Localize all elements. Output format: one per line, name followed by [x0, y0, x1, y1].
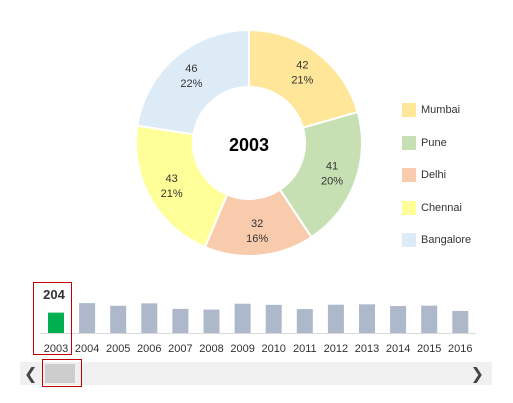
- slice-value-label: 41: [326, 161, 338, 173]
- year-tick-label: 2006: [137, 343, 161, 355]
- year-tick-label: 2004: [75, 343, 99, 355]
- legend-label: Mumbai: [421, 104, 461, 116]
- chevron-left-icon[interactable]: ❮: [24, 366, 38, 383]
- legend-item-bangalore: Bangalore: [402, 231, 471, 249]
- donut-chart: 42 21% 41 20% 32 16% 43 21% 46 22% 2003: [135, 28, 363, 257]
- bar-2015[interactable]: [421, 305, 438, 333]
- legend-item-pune: Pune: [402, 134, 447, 152]
- legend-swatch: [402, 135, 416, 150]
- year-tick-label: 2011: [293, 343, 317, 355]
- bar-2009[interactable]: [234, 303, 251, 333]
- scroll-thumb-frame: [42, 359, 82, 387]
- bar-2008[interactable]: [203, 309, 220, 333]
- legend-swatch: [402, 168, 416, 182]
- year-tick-label: 2007: [168, 343, 192, 355]
- selected-year-frame: [33, 282, 72, 355]
- pie-slice-bangalore: [136, 28, 250, 136]
- legend-label: Chennai: [421, 201, 462, 214]
- legend-swatch: [402, 103, 416, 117]
- bar-2007[interactable]: [172, 308, 189, 333]
- legend-label: Delhi: [421, 169, 447, 181]
- bar-2006[interactable]: [141, 303, 158, 333]
- slice-percent-label: 22%: [180, 78, 202, 90]
- legend-label: Bangalore: [421, 234, 472, 246]
- slice-percent-label: 20%: [321, 176, 343, 188]
- bar-2010[interactable]: [265, 304, 282, 333]
- year-tick-label: 2014: [386, 343, 410, 355]
- bar-2005[interactable]: [110, 305, 127, 333]
- bar-2011[interactable]: [296, 309, 313, 333]
- slice-percent-label: 21%: [161, 188, 183, 200]
- year-tick-label: 2010: [261, 343, 285, 355]
- bar-2012[interactable]: [327, 304, 344, 333]
- bar-2004[interactable]: [79, 303, 96, 333]
- legend-item-delhi: Delhi: [402, 166, 446, 184]
- bar-2003[interactable]: [48, 312, 64, 333]
- slice-value-label: 43: [166, 173, 178, 185]
- year-bar-chart: 2003 2004 2005 2006 2007 2008 2009 2010 2011 2012…: [33, 282, 476, 355]
- pie-slice-chennai: [135, 124, 229, 249]
- year-tick-label: 2005: [106, 343, 130, 355]
- year-tick-label: 2003: [44, 343, 68, 355]
- year-scrollbar[interactable]: ❮ ❯: [20, 362, 492, 385]
- legend-swatch: [402, 200, 416, 215]
- bar-2016[interactable]: [452, 310, 469, 333]
- slice-value-label: 32: [251, 218, 263, 230]
- pie-slice-pune: [278, 110, 363, 239]
- slice-value-label: 42: [296, 59, 308, 71]
- legend-label: Pune: [421, 136, 447, 149]
- year-tick-label: 2012: [324, 343, 348, 355]
- year-tick-label: 2009: [230, 343, 254, 355]
- legend-item-mumbai: Mumbai: [402, 101, 460, 119]
- chart-center-title: 2003: [229, 135, 269, 155]
- bar-2014[interactable]: [390, 306, 407, 333]
- slice-percent-label: 16%: [246, 233, 268, 245]
- year-tick-label: 2008: [199, 343, 223, 355]
- bar-2013[interactable]: [359, 304, 375, 333]
- legend-swatch: [402, 233, 416, 247]
- selected-year-value: 204: [43, 287, 65, 302]
- legend-item-chennai: Chennai: [402, 199, 462, 217]
- slice-percent-label: 21%: [291, 74, 313, 86]
- year-tick-label: 2013: [355, 343, 379, 355]
- slice-value-label: 46: [185, 63, 197, 75]
- scroll-thumb[interactable]: [45, 364, 75, 383]
- chevron-right-icon[interactable]: ❯: [470, 366, 484, 383]
- year-tick-label: 2015: [417, 343, 441, 355]
- year-tick-label: 2016: [448, 343, 472, 355]
- pie-slice-mumbai: [248, 28, 359, 129]
